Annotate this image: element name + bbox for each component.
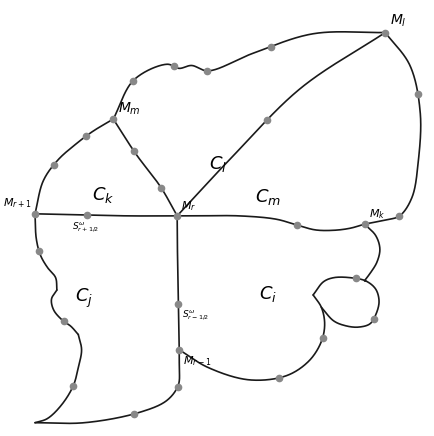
Text: $C_l$: $C_l$ (209, 154, 227, 174)
Text: $M_m$: $M_m$ (118, 101, 141, 117)
Text: $C_j$: $C_j$ (76, 287, 93, 310)
Text: $M_k$: $M_k$ (369, 207, 385, 221)
Text: $M_r$: $M_r$ (181, 199, 197, 213)
Text: $S^{\omega}_{r+1/2}$: $S^{\omega}_{r+1/2}$ (72, 220, 99, 234)
Text: $M_{r-1}$: $M_{r-1}$ (183, 354, 212, 368)
Text: $C_k$: $C_k$ (92, 185, 114, 205)
Text: $S^{\omega}_{r-1/2}$: $S^{\omega}_{r-1/2}$ (182, 309, 210, 322)
Text: $M_l$: $M_l$ (390, 13, 407, 29)
Text: $C_i$: $C_i$ (259, 284, 277, 304)
Text: $M_{r+1}$: $M_{r+1}$ (3, 196, 32, 210)
Text: $C_m$: $C_m$ (255, 187, 281, 208)
